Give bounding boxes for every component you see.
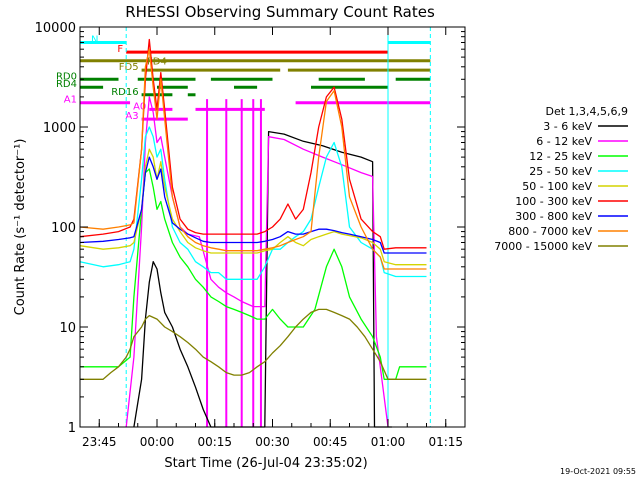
flag-label: A1 bbox=[64, 95, 77, 106]
series-line bbox=[125, 96, 389, 428]
legend-entry-label: 25 - 50 keV bbox=[529, 165, 592, 178]
x-tick-label: 00:00 bbox=[140, 435, 175, 449]
flag-label: RD0 bbox=[56, 71, 77, 82]
x-tick-label: 00:30 bbox=[255, 435, 290, 449]
x-tick-label: 01:15 bbox=[428, 435, 463, 449]
legend-entry-label: 300 - 800 keV bbox=[515, 210, 592, 223]
y-tick-label: 100 bbox=[51, 221, 76, 236]
x-tick-label: 00:45 bbox=[313, 435, 348, 449]
y-tick-label: 1000 bbox=[43, 121, 76, 136]
legend-entry-label: 3 - 6 keV bbox=[543, 120, 592, 133]
y-axis-label: Count Rate (s⁻¹ detector⁻¹) bbox=[13, 139, 28, 316]
x-axis-label: Start Time (26-Jul-04 23:35:02) bbox=[164, 456, 367, 471]
y-tick-label: 10 bbox=[59, 321, 76, 336]
flag-label: N bbox=[91, 34, 98, 45]
legend-entry-label: 12 - 25 keV bbox=[529, 150, 592, 163]
series-line bbox=[79, 156, 427, 254]
legend: Det 1,3,4,5,6,9 3 - 6 keV 6 - 12 keV 12 - … bbox=[494, 105, 628, 253]
legend-entry-label: 800 - 7000 keV bbox=[508, 225, 592, 238]
legend-entry-label: 50 - 100 keV bbox=[522, 180, 592, 193]
flag-label: RD16 bbox=[111, 87, 138, 98]
x-tick-label: 00:15 bbox=[197, 435, 232, 449]
series-line bbox=[80, 308, 427, 380]
flag-label: FD4 bbox=[147, 57, 167, 68]
y-tick-label: 1 bbox=[68, 421, 76, 436]
legend-entry-label: 100 - 300 keV bbox=[515, 195, 592, 208]
series-group bbox=[79, 38, 427, 428]
y-tick-label: 10000 bbox=[35, 21, 76, 36]
x-axis-ticks: 23:45 00:00 00:15 00:30 00:45 01:00 01:15 bbox=[82, 27, 463, 449]
series-line bbox=[79, 148, 427, 266]
series-line bbox=[80, 168, 427, 380]
x-tick-label: 01:00 bbox=[371, 435, 406, 449]
legend-title: Det 1,3,4,5,6,9 bbox=[545, 105, 628, 118]
series-line bbox=[133, 130, 392, 428]
legend-entry-label: 6 - 12 keV bbox=[536, 135, 592, 148]
series-line bbox=[79, 48, 427, 270]
timestamp: 19-Oct-2021 09:55 bbox=[560, 467, 636, 476]
flag-label: FD5 bbox=[119, 62, 139, 73]
flag-label: A0 bbox=[133, 101, 146, 112]
x-tick-label: 23:45 bbox=[82, 435, 117, 449]
chart-title: RHESSI Observing Summary Count Rates bbox=[125, 3, 435, 21]
flag-label: RD4 bbox=[56, 79, 77, 90]
flag-label: F bbox=[117, 44, 123, 55]
flag-label: A3 bbox=[125, 111, 138, 122]
y-axis-ticks: 1 10 100 1000 10000 bbox=[35, 21, 465, 436]
legend-entry-label: 7000 - 15000 keV bbox=[494, 240, 592, 253]
series-line bbox=[79, 126, 427, 280]
